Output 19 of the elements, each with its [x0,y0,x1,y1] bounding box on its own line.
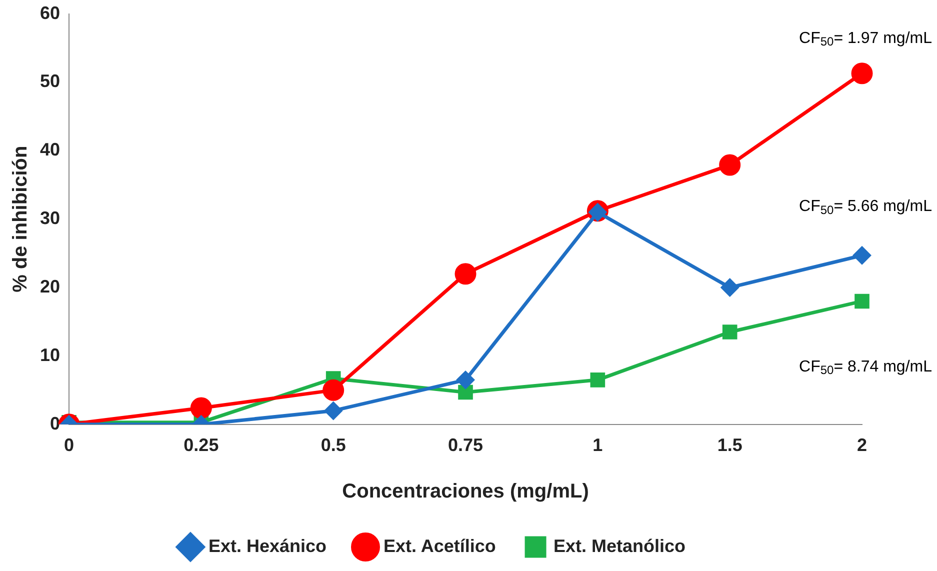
y-tick-label: 0 [50,413,60,434]
legend-label: Ext. Acetílico [383,536,496,556]
x-tick-label: 0 [64,435,74,456]
y-tick-label: 40 [40,140,60,160]
y-tick-label: 50 [40,71,60,92]
y-tick-label: 10 [40,344,60,365]
y-tick-label: 30 [40,208,60,228]
x-tick-label: 0.5 [320,435,346,456]
legend-label: Ext. Hexánico [208,536,326,556]
legend-label: Ext. Metanólico [554,536,686,556]
y-tick-label: 60 [40,2,60,23]
x-tick-label: 0.25 [184,435,219,456]
x-tick-label: 1 [592,435,603,456]
x-axis-title: Concentraciones (mg/mL) [342,480,589,503]
x-tick-label: 0.75 [448,435,484,456]
y-axis-title: % de inhibición [10,146,32,292]
x-tick-label: 2 [856,435,868,456]
y-tick-label: 20 [40,276,60,296]
x-tick-label: 1.5 [717,435,742,456]
